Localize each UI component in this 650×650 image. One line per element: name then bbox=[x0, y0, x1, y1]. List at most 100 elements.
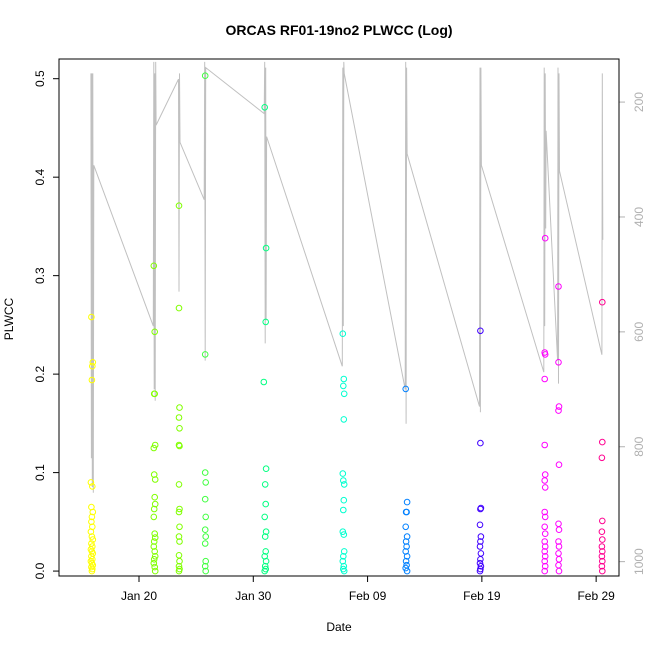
data-point bbox=[555, 461, 563, 469]
y-tick-label: 0.0 bbox=[33, 562, 47, 579]
right-tick-label: 800 bbox=[632, 436, 646, 456]
data-point bbox=[201, 540, 209, 547]
data-point bbox=[151, 500, 159, 508]
data-point bbox=[150, 444, 158, 452]
data-point bbox=[555, 520, 562, 528]
data-point bbox=[201, 351, 209, 358]
data-point bbox=[89, 536, 97, 543]
data-point bbox=[89, 359, 97, 366]
data-point bbox=[88, 533, 96, 540]
y-tick-label: 0.4 bbox=[33, 169, 47, 186]
data-point bbox=[340, 390, 348, 398]
data-point bbox=[201, 495, 209, 503]
data-point bbox=[88, 567, 96, 575]
data-point bbox=[541, 567, 549, 575]
data-point bbox=[541, 562, 549, 570]
data-point bbox=[151, 441, 159, 449]
data-point bbox=[599, 567, 606, 575]
data-point bbox=[89, 483, 96, 490]
data-point bbox=[151, 553, 159, 560]
data-point bbox=[261, 104, 269, 111]
data-point bbox=[261, 513, 269, 521]
data-point bbox=[151, 530, 158, 538]
data-point bbox=[201, 562, 209, 570]
plot-frame bbox=[58, 58, 620, 577]
data-point bbox=[175, 481, 183, 488]
data-point bbox=[176, 442, 183, 450]
data-point bbox=[151, 328, 158, 336]
data-point bbox=[201, 469, 209, 476]
data-point bbox=[541, 538, 549, 545]
data-point bbox=[598, 454, 606, 462]
data-point bbox=[340, 416, 348, 423]
data-point bbox=[340, 382, 347, 390]
data-point bbox=[88, 313, 95, 321]
data-point bbox=[555, 407, 562, 414]
data-point bbox=[541, 477, 549, 484]
data-point bbox=[87, 479, 95, 486]
data-point bbox=[402, 564, 410, 572]
data-point bbox=[150, 471, 158, 478]
data-point bbox=[541, 441, 549, 449]
data-point bbox=[402, 557, 410, 565]
data-point bbox=[541, 508, 549, 516]
data-point bbox=[262, 244, 270, 252]
data-point bbox=[202, 557, 209, 565]
data-point bbox=[477, 562, 485, 570]
data-point bbox=[477, 327, 484, 335]
data-point bbox=[202, 513, 209, 521]
data-point bbox=[555, 359, 562, 366]
data-point bbox=[340, 477, 347, 484]
data-point bbox=[262, 528, 270, 536]
data-point bbox=[555, 550, 562, 557]
data-point bbox=[340, 531, 348, 538]
x-axis-label: Date bbox=[326, 620, 352, 634]
data-point bbox=[403, 498, 411, 506]
x-tick-label: Feb 29 bbox=[577, 589, 615, 603]
data-point bbox=[261, 567, 269, 575]
data-point bbox=[176, 425, 183, 432]
data-point bbox=[403, 567, 411, 575]
data-point bbox=[176, 404, 183, 411]
data-point bbox=[598, 528, 606, 536]
data-point bbox=[262, 465, 270, 473]
data-point bbox=[477, 505, 484, 513]
data-point bbox=[150, 505, 158, 513]
data-point bbox=[599, 548, 606, 555]
data-point bbox=[202, 567, 209, 575]
data-point bbox=[598, 562, 606, 570]
data-point bbox=[151, 563, 158, 571]
right-tick-label: 200 bbox=[632, 92, 646, 112]
data-point bbox=[151, 534, 159, 541]
x-tick-label: Jan 30 bbox=[235, 589, 271, 603]
data-point bbox=[541, 234, 549, 242]
data-point bbox=[476, 521, 484, 529]
chart-title: ORCAS RF01-19no2 PLWCC (Log) bbox=[225, 22, 452, 38]
data-point bbox=[151, 548, 158, 555]
data-point bbox=[175, 533, 183, 540]
data-point bbox=[88, 513, 96, 521]
data-point bbox=[340, 567, 348, 575]
data-point bbox=[599, 557, 606, 565]
data-point bbox=[477, 439, 484, 447]
data-point bbox=[477, 550, 485, 557]
data-point bbox=[340, 496, 348, 504]
data-point bbox=[150, 262, 158, 270]
data-point bbox=[541, 530, 549, 538]
data-point bbox=[261, 533, 269, 540]
right-tick-label: 1000 bbox=[632, 548, 646, 575]
data-point bbox=[150, 559, 158, 567]
data-point bbox=[599, 517, 606, 525]
data-point bbox=[541, 471, 549, 478]
data-point bbox=[555, 403, 563, 410]
pressure-trace-line bbox=[90, 61, 604, 493]
data-point bbox=[175, 567, 183, 575]
data-point bbox=[403, 533, 411, 540]
data-point bbox=[541, 543, 549, 550]
data-point bbox=[555, 556, 563, 563]
data-point bbox=[175, 414, 183, 421]
data-point bbox=[598, 553, 606, 560]
data-point bbox=[599, 438, 606, 446]
data-point bbox=[340, 481, 348, 488]
